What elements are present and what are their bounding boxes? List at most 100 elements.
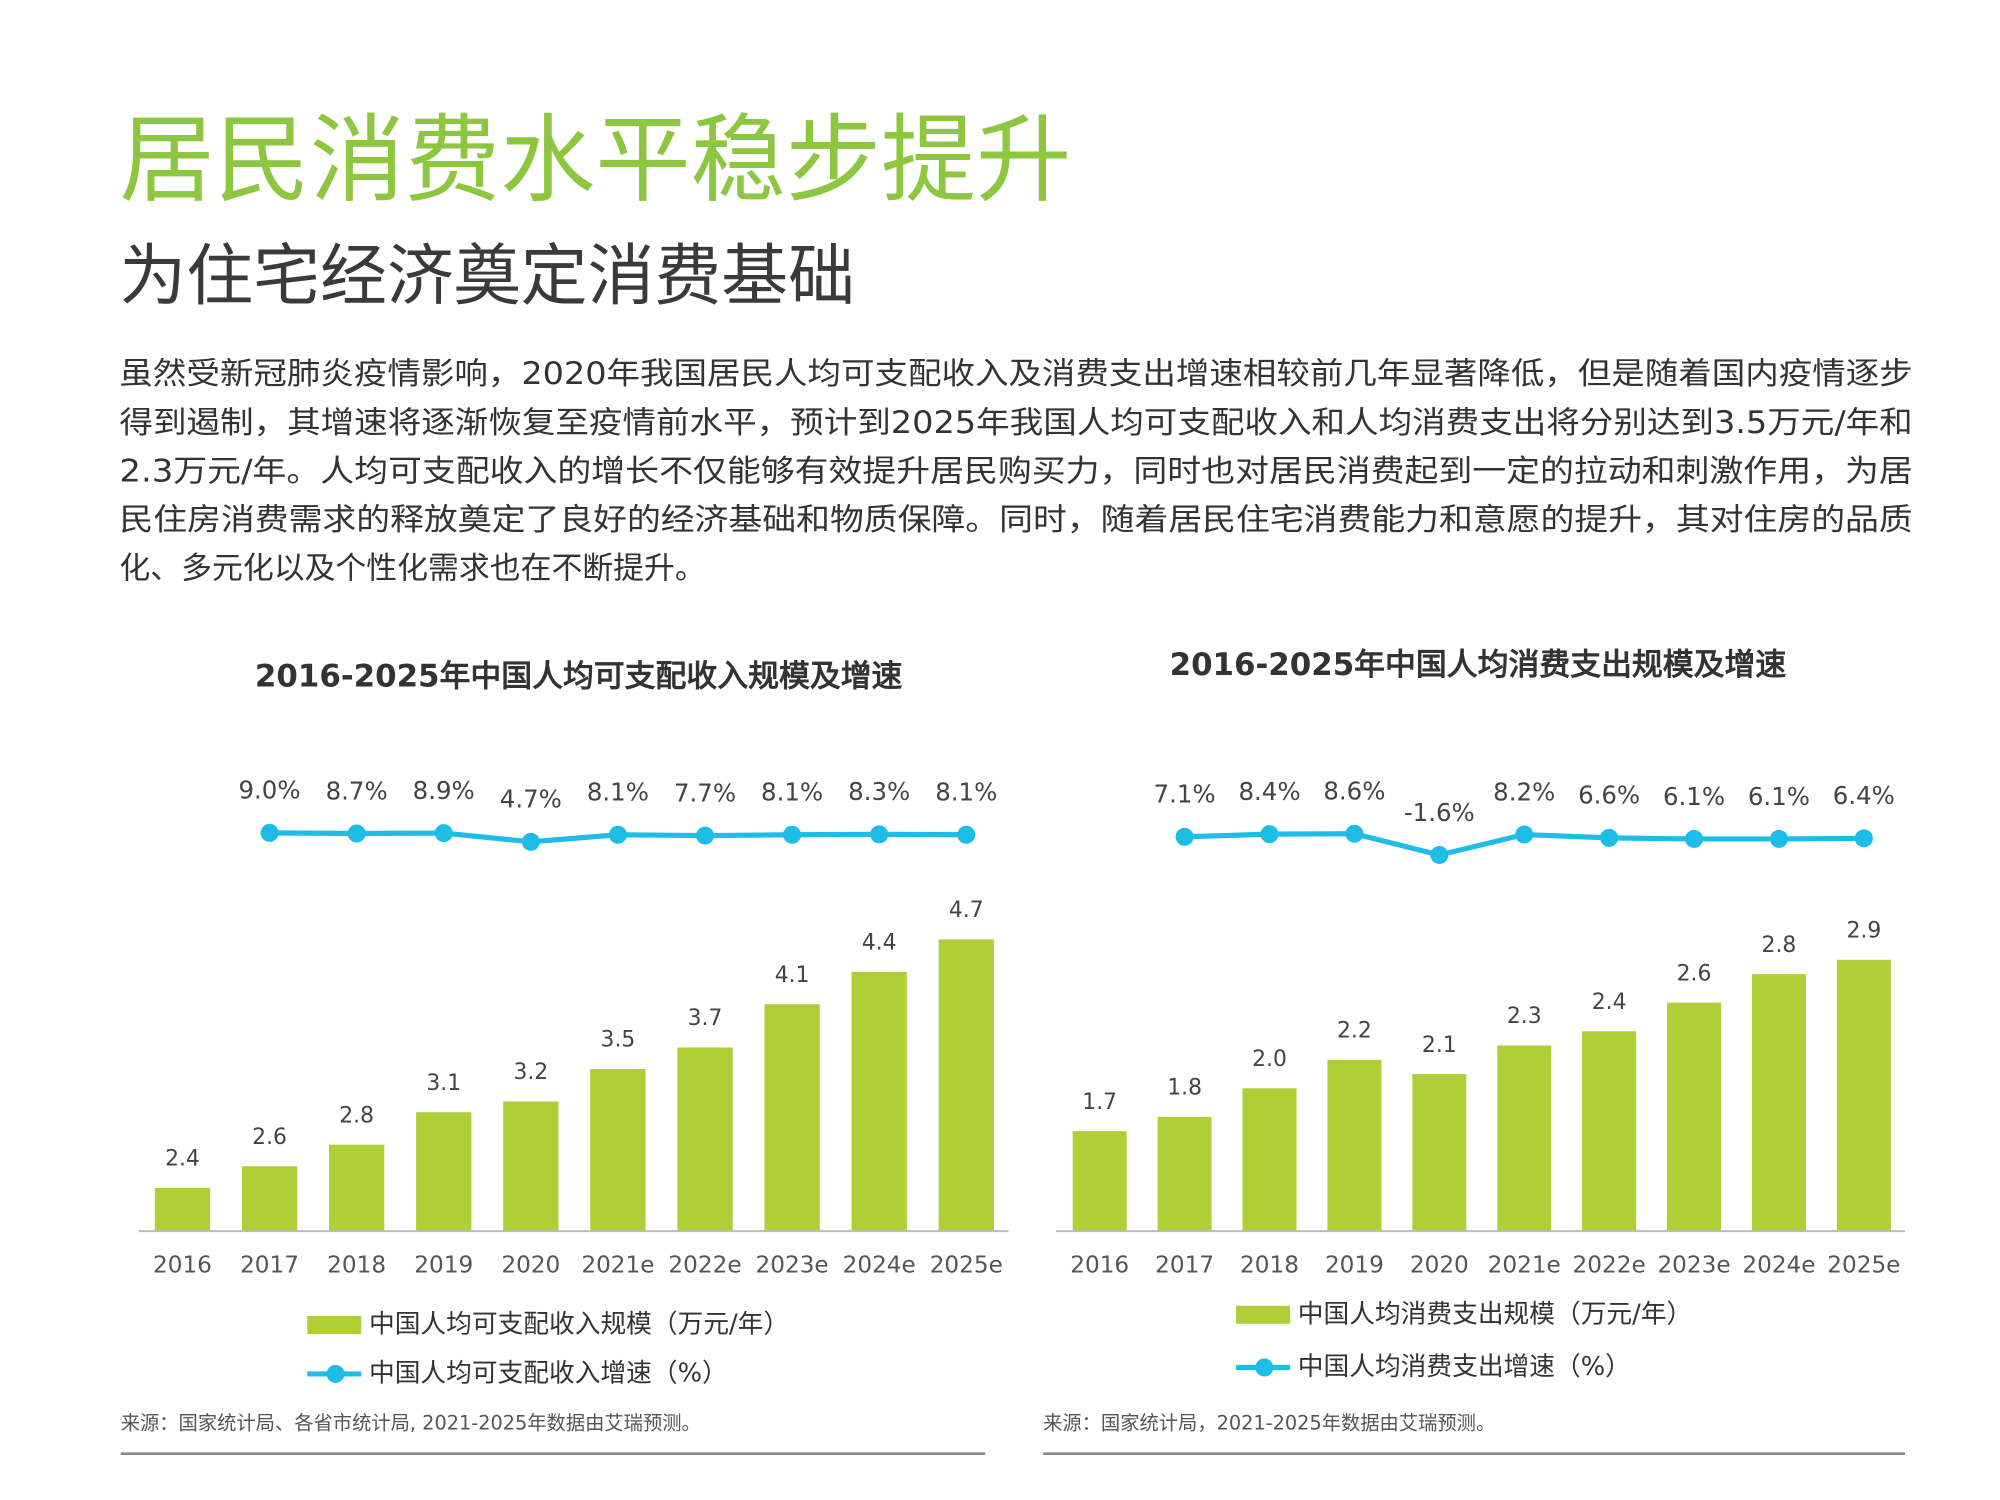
x-tick-label: 2020: [501, 1252, 560, 1278]
line-marker: [1175, 827, 1194, 846]
bar-value-label: 2.6: [1677, 961, 1712, 986]
source-note: 来源：国家统计局，2021-2025年数据由艾瑞预测。: [1043, 1412, 1495, 1435]
legend-label: 中国人均消费支出规模（万元/年）: [1298, 1299, 1692, 1329]
x-tick-label: 2016: [1070, 1252, 1129, 1278]
legend-label: 中国人均可支配收入规模（万元/年）: [369, 1310, 789, 1340]
line-value-label: 7.1%: [1154, 780, 1216, 809]
legend-marker: [1255, 1358, 1274, 1377]
line-marker: [696, 826, 715, 845]
bar: [590, 1069, 646, 1232]
line-marker: [260, 823, 279, 842]
x-tick-label: 2025e: [1827, 1252, 1900, 1278]
line-marker: [434, 824, 453, 843]
bar-value-label: 2.9: [1846, 919, 1881, 944]
line-value-label: 8.9%: [413, 776, 475, 805]
bar: [241, 1166, 298, 1232]
x-tick-label: 2019: [414, 1252, 473, 1278]
line-marker: [1260, 825, 1279, 844]
bar: [1072, 1131, 1127, 1232]
line-marker: [1854, 829, 1873, 848]
x-tick-label: 2023e: [1657, 1252, 1730, 1278]
bar-value-label: 2.3: [1507, 1004, 1542, 1029]
line-marker: [1515, 825, 1534, 844]
bar: [503, 1101, 559, 1232]
bar-value-label: 2.2: [1337, 1018, 1372, 1043]
x-tick-label: 2017: [240, 1252, 299, 1278]
bar: [1497, 1045, 1552, 1232]
line-marker: [521, 832, 540, 851]
bar-value-label: 3.5: [601, 1028, 636, 1053]
x-tick-label: 2020: [1410, 1252, 1469, 1278]
line-value-label: 8.2%: [1493, 777, 1555, 806]
x-tick-label: 2019: [1325, 1252, 1384, 1278]
line-marker: [957, 825, 976, 844]
line-marker: [1600, 828, 1619, 847]
bar: [1582, 1031, 1637, 1232]
bar-value-label: 2.8: [339, 1103, 374, 1128]
paragraph-line: 虽然受新冠肺炎疫情影响，2020年我国居民人均可支配收入及消费支出增速相较前几年…: [119, 356, 1912, 392]
paragraph-line: 得到遏制，其增速将逐渐恢复至疫情前水平，预计到2025年我国人均可支配收入和人均…: [119, 405, 1912, 441]
x-tick-label: 2024e: [843, 1252, 916, 1278]
line-marker: [347, 824, 366, 843]
x-tick-label: 2021e: [1488, 1252, 1561, 1278]
line-value-label: 7.7%: [674, 778, 736, 807]
line-value-label: 8.1%: [935, 778, 997, 807]
line-marker: [1430, 845, 1449, 864]
line-value-label: 9.0%: [239, 776, 301, 805]
legend-swatch: [1236, 1305, 1291, 1324]
line-marker: [1345, 824, 1364, 843]
line-marker: [608, 825, 627, 844]
legend-swatch: [307, 1316, 362, 1335]
x-tick-label: 2016: [153, 1252, 212, 1278]
bar-value-label: 2.6: [252, 1125, 287, 1150]
x-tick-label: 2025e: [930, 1252, 1003, 1278]
line-value-label: 6.1%: [1748, 782, 1810, 811]
x-tick-label: 2022e: [1573, 1252, 1646, 1278]
legend-label: 中国人均消费支出增速（%）: [1298, 1352, 1631, 1382]
x-tick-label: 2018: [327, 1252, 386, 1278]
line-value-label: 8.4%: [1238, 777, 1300, 806]
page-subtitle: 为住宅经济奠定消费基础: [119, 237, 855, 315]
legend-label: 中国人均可支配收入增速（%）: [369, 1358, 728, 1388]
bar-value-label: 1.8: [1167, 1076, 1202, 1101]
bar: [1412, 1074, 1467, 1232]
bar-value-label: 4.1: [775, 963, 810, 988]
line-value-label: 8.3%: [848, 777, 910, 806]
bar-value-label: 2.8: [1762, 933, 1797, 958]
line-value-label: -1.6%: [1404, 798, 1475, 827]
paragraph-line: 2.3万元/年。人均可支配收入的增长不仅能够有效提升居民购买力，同时也对居民消费…: [119, 453, 1912, 489]
x-tick-label: 2017: [1155, 1252, 1214, 1278]
bar: [1667, 1002, 1722, 1232]
line-marker: [1769, 829, 1788, 848]
line-value-label: 8.1%: [587, 778, 649, 807]
legend-marker: [326, 1364, 345, 1383]
bar: [1836, 959, 1891, 1232]
bar-value-label: 2.0: [1252, 1047, 1287, 1072]
bar-value-label: 2.1: [1422, 1033, 1457, 1058]
page-title: 居民消费水平稳步提升: [119, 106, 1071, 216]
bar: [851, 971, 907, 1232]
x-tick-label: 2018: [1240, 1252, 1299, 1278]
line-value-label: 6.6%: [1578, 781, 1640, 810]
line-value-label: 8.6%: [1323, 777, 1385, 806]
paragraph-line: 民住房消费需求的释放奠定了良好的经济基础和物质保障。同时，随着居民住宅消费能力和…: [119, 502, 1912, 538]
bar-value-label: 3.2: [513, 1060, 548, 1085]
bar: [328, 1144, 385, 1232]
line-value-label: 4.7%: [500, 785, 562, 814]
bar: [764, 1004, 820, 1232]
source-note: 来源：国家统计局、各省市统计局, 2021-2025年数据由艾瑞预测。: [121, 1412, 701, 1435]
x-tick-label: 2021e: [581, 1252, 654, 1278]
x-tick-label: 2022e: [668, 1252, 741, 1278]
x-tick-label: 2024e: [1742, 1252, 1815, 1278]
bar-value-label: 4.4: [862, 930, 897, 955]
line-value-label: 6.1%: [1663, 782, 1725, 811]
bar-value-label: 1.7: [1082, 1090, 1117, 1115]
chart-title: 2016-2025年中国人均可支配收入规模及增速: [255, 658, 903, 694]
line-value-label: 8.1%: [761, 778, 823, 807]
bar: [1242, 1088, 1297, 1232]
x-tick-label: 2023e: [756, 1252, 829, 1278]
bar: [154, 1187, 211, 1232]
bar: [1751, 974, 1806, 1232]
bar-value-label: 3.7: [688, 1006, 723, 1031]
